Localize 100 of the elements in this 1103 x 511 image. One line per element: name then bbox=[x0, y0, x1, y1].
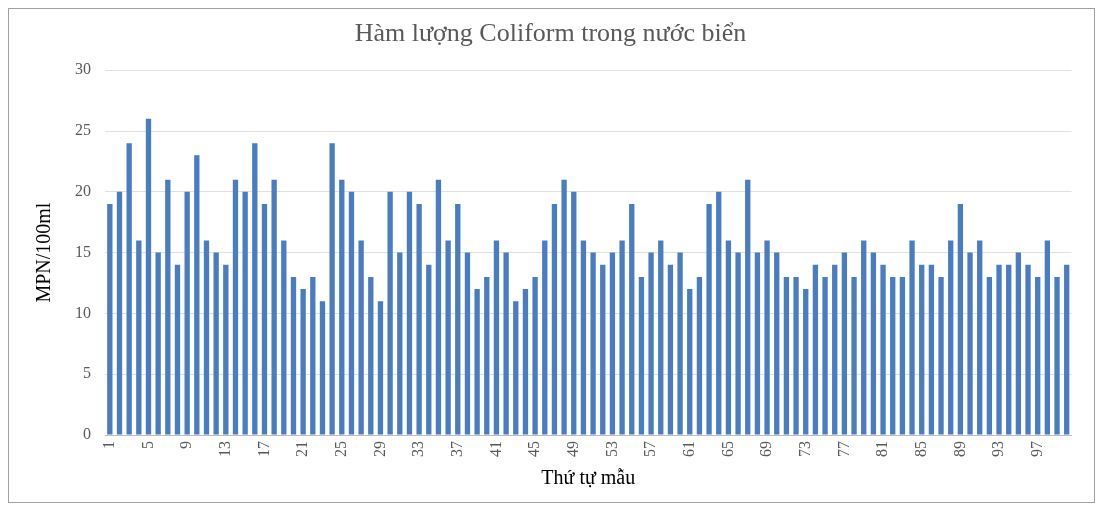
bar bbox=[793, 276, 799, 435]
x-tick-label: 41 bbox=[486, 441, 504, 457]
bar bbox=[1035, 276, 1041, 435]
bar bbox=[957, 203, 964, 435]
bar bbox=[909, 240, 915, 435]
bar bbox=[126, 143, 132, 435]
bar bbox=[116, 191, 123, 435]
bar bbox=[735, 252, 741, 435]
bar bbox=[619, 240, 625, 435]
bar bbox=[861, 240, 867, 435]
bar bbox=[261, 203, 268, 435]
x-tick-label: 85 bbox=[911, 441, 929, 457]
bar bbox=[474, 289, 480, 435]
bar bbox=[232, 179, 239, 435]
bar bbox=[696, 276, 703, 435]
bar bbox=[271, 179, 277, 435]
bar bbox=[803, 289, 809, 435]
x-tick-label: 97 bbox=[1027, 441, 1045, 457]
bar bbox=[629, 203, 635, 435]
x-tick-label: 1 bbox=[100, 441, 118, 449]
bar bbox=[938, 276, 944, 435]
y-tick-label: 30 bbox=[75, 60, 91, 78]
bar bbox=[841, 252, 848, 435]
bar bbox=[658, 240, 664, 435]
bar bbox=[503, 252, 509, 435]
bar bbox=[986, 276, 993, 435]
bar bbox=[522, 289, 529, 435]
bar bbox=[281, 240, 287, 435]
bar bbox=[329, 143, 335, 435]
x-tick-label: 29 bbox=[370, 441, 388, 457]
bar bbox=[648, 252, 654, 435]
bar bbox=[580, 240, 587, 435]
bar bbox=[290, 276, 297, 435]
bar bbox=[996, 264, 1002, 435]
y-tick-label: 25 bbox=[75, 121, 91, 139]
x-tick-label: 13 bbox=[216, 441, 234, 457]
bar bbox=[368, 276, 374, 435]
bar bbox=[532, 276, 538, 435]
bar bbox=[774, 252, 780, 435]
bar bbox=[426, 264, 432, 435]
y-tick-label: 0 bbox=[83, 425, 91, 443]
y-tick-label: 20 bbox=[75, 182, 91, 199]
bar bbox=[213, 252, 219, 435]
bar bbox=[600, 264, 606, 435]
bar bbox=[1044, 240, 1051, 435]
bar bbox=[203, 240, 210, 435]
x-tick-label: 57 bbox=[641, 441, 659, 457]
bar bbox=[165, 179, 171, 435]
bar bbox=[513, 301, 519, 435]
bar bbox=[406, 191, 413, 435]
bar bbox=[687, 289, 693, 435]
bar bbox=[155, 252, 161, 435]
bar bbox=[223, 264, 229, 435]
bar bbox=[783, 276, 790, 435]
x-tick-label: 33 bbox=[409, 441, 427, 457]
bar bbox=[194, 155, 200, 435]
x-tick-label: 5 bbox=[138, 441, 156, 449]
bar bbox=[387, 191, 393, 435]
bar bbox=[1025, 264, 1031, 435]
x-tick-label: 37 bbox=[447, 441, 465, 457]
x-tick-label: 73 bbox=[795, 441, 813, 457]
x-tick-label: 69 bbox=[757, 441, 775, 457]
bar bbox=[136, 240, 142, 435]
bar bbox=[919, 264, 925, 435]
x-tick-label: 49 bbox=[563, 441, 581, 457]
bar bbox=[464, 252, 471, 435]
bar bbox=[1006, 264, 1012, 435]
x-tick-label: 81 bbox=[873, 441, 891, 457]
bar bbox=[145, 118, 152, 435]
bar bbox=[967, 252, 973, 435]
bar bbox=[890, 276, 896, 435]
bar bbox=[677, 252, 683, 435]
bar bbox=[445, 240, 451, 435]
bar bbox=[609, 252, 616, 435]
bar bbox=[832, 264, 838, 435]
bar bbox=[822, 276, 828, 435]
bar bbox=[880, 264, 886, 435]
bar bbox=[174, 264, 181, 435]
bar bbox=[638, 276, 645, 435]
x-tick-label: 17 bbox=[254, 441, 272, 457]
bar bbox=[484, 276, 490, 435]
x-tick-label: 89 bbox=[950, 441, 968, 457]
bar bbox=[590, 252, 596, 435]
x-tick-label: 77 bbox=[834, 441, 852, 457]
bar bbox=[310, 276, 316, 435]
x-tick-label: 25 bbox=[332, 441, 349, 457]
x-tick-label: 21 bbox=[293, 441, 311, 457]
bar bbox=[435, 179, 442, 435]
x-tick-label: 93 bbox=[989, 441, 1007, 457]
bar bbox=[339, 179, 345, 435]
bar bbox=[1054, 276, 1060, 435]
bar bbox=[812, 264, 819, 435]
y-tick-label: 5 bbox=[83, 364, 91, 382]
bar bbox=[348, 191, 355, 435]
bar bbox=[319, 301, 326, 435]
bar bbox=[184, 191, 190, 435]
bar bbox=[252, 143, 258, 435]
y-axis-title: MPN/100ml bbox=[32, 202, 55, 303]
bar bbox=[561, 179, 567, 435]
x-tick-label: 45 bbox=[525, 441, 543, 457]
